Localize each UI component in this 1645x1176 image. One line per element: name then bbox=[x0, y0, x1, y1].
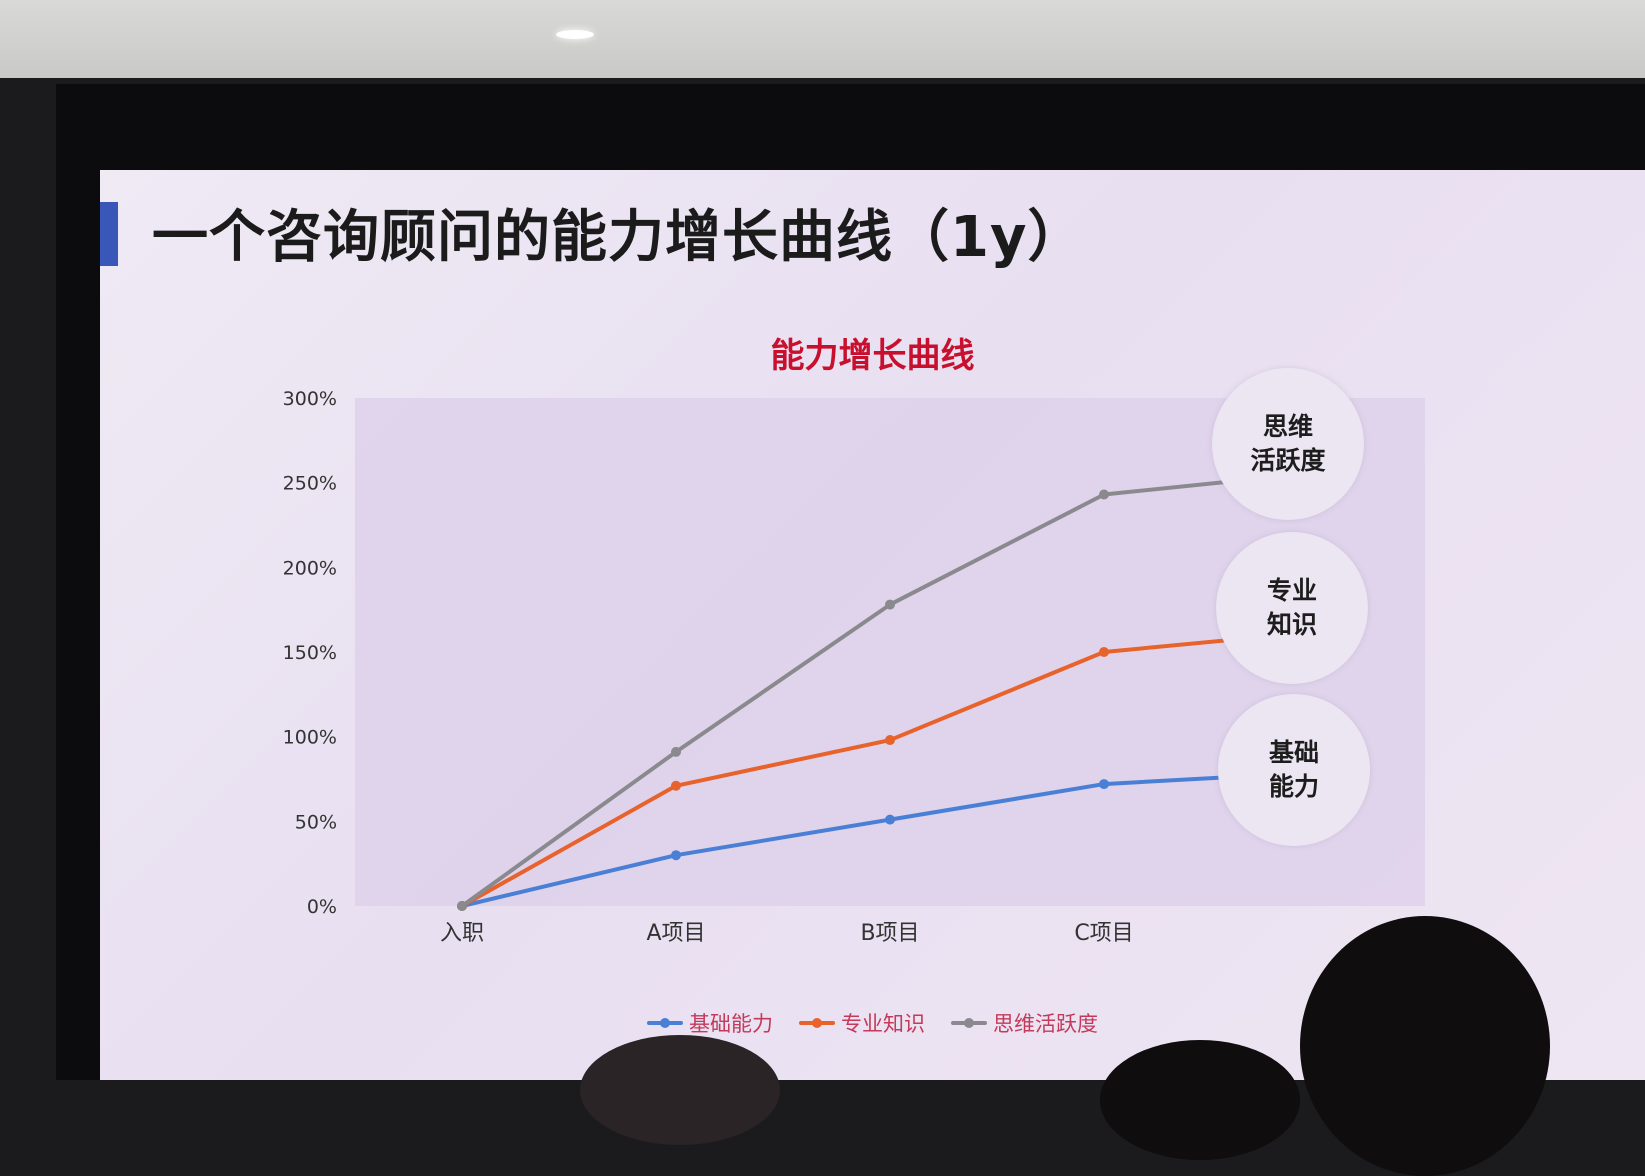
y-tick-label: 200% bbox=[283, 557, 337, 579]
data-point bbox=[457, 901, 467, 911]
y-tick-label: 100% bbox=[283, 727, 337, 749]
legend-item-thinking: 思维活跃度 bbox=[951, 1008, 1098, 1038]
audience-head-center bbox=[1100, 1040, 1300, 1160]
annotation-bubble-knowledge: 专业 知识 bbox=[1216, 532, 1368, 684]
data-point bbox=[671, 850, 681, 861]
x-tick-label: B项目 bbox=[860, 921, 919, 946]
data-point bbox=[671, 780, 681, 791]
annotation-bubble-basic: 基础 能力 bbox=[1218, 694, 1370, 846]
annotation-label-knowledge: 专业 知识 bbox=[1266, 576, 1317, 639]
chart-title: 能力增长曲线 bbox=[770, 336, 975, 376]
ceiling-light bbox=[556, 30, 594, 39]
y-tick-label: 50% bbox=[295, 811, 337, 833]
data-point bbox=[671, 746, 681, 757]
audience-head-right bbox=[1300, 916, 1550, 1176]
legend-item-knowledge: 专业知识 bbox=[799, 1008, 925, 1038]
slide: 一个咨询顾问的能力增长曲线（1y） 能力增长曲线 0% 50% 100% 150% 20… bbox=[100, 170, 1645, 1080]
annotation-label-thinking: 思维 活跃度 bbox=[1250, 412, 1326, 475]
legend-swatch-knowledge bbox=[799, 1018, 835, 1028]
annotation-bubble-thinking: 思维 活跃度 bbox=[1212, 368, 1364, 520]
chart-legend: 基础能力 专业知识 思维活跃度 bbox=[100, 1008, 1645, 1038]
data-point bbox=[885, 599, 895, 610]
legend-label-thinking: 思维活跃度 bbox=[993, 1012, 1098, 1036]
legend-label-knowledge: 专业知识 bbox=[841, 1012, 925, 1036]
x-tick-label: C项目 bbox=[1074, 921, 1133, 946]
y-tick-label: 150% bbox=[283, 642, 337, 664]
y-tick-label: 300% bbox=[283, 388, 337, 410]
legend-swatch-thinking bbox=[951, 1018, 987, 1028]
x-tick-label: 入职 bbox=[440, 921, 484, 946]
data-point bbox=[885, 814, 895, 825]
legend-item-basic: 基础能力 bbox=[647, 1008, 773, 1038]
annotation-label-basic: 基础 能力 bbox=[1268, 738, 1319, 801]
y-tick-label: 250% bbox=[283, 473, 337, 495]
data-point bbox=[885, 735, 895, 746]
data-point bbox=[1099, 647, 1109, 657]
ceiling bbox=[0, 0, 1645, 78]
data-point bbox=[1099, 779, 1109, 790]
title-accent-bar bbox=[100, 202, 118, 266]
legend-label-basic: 基础能力 bbox=[689, 1012, 773, 1036]
legend-swatch-basic bbox=[647, 1018, 683, 1028]
x-tick-label: A项目 bbox=[646, 921, 705, 946]
slide-title: 一个咨询顾问的能力增长曲线（1y） bbox=[152, 205, 1085, 270]
audience-head-left bbox=[580, 1035, 780, 1145]
y-tick-label: 0% bbox=[307, 896, 337, 918]
data-point bbox=[1099, 489, 1109, 500]
